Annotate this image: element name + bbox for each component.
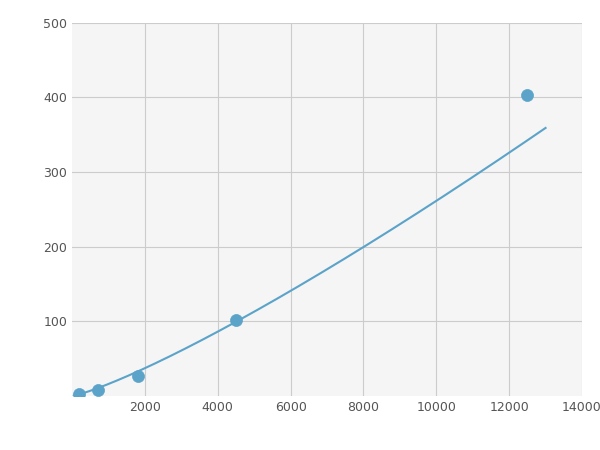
Point — [231, 316, 241, 324]
Point — [523, 91, 532, 99]
Point — [74, 390, 84, 397]
Point — [133, 372, 142, 379]
Point — [92, 387, 102, 394]
